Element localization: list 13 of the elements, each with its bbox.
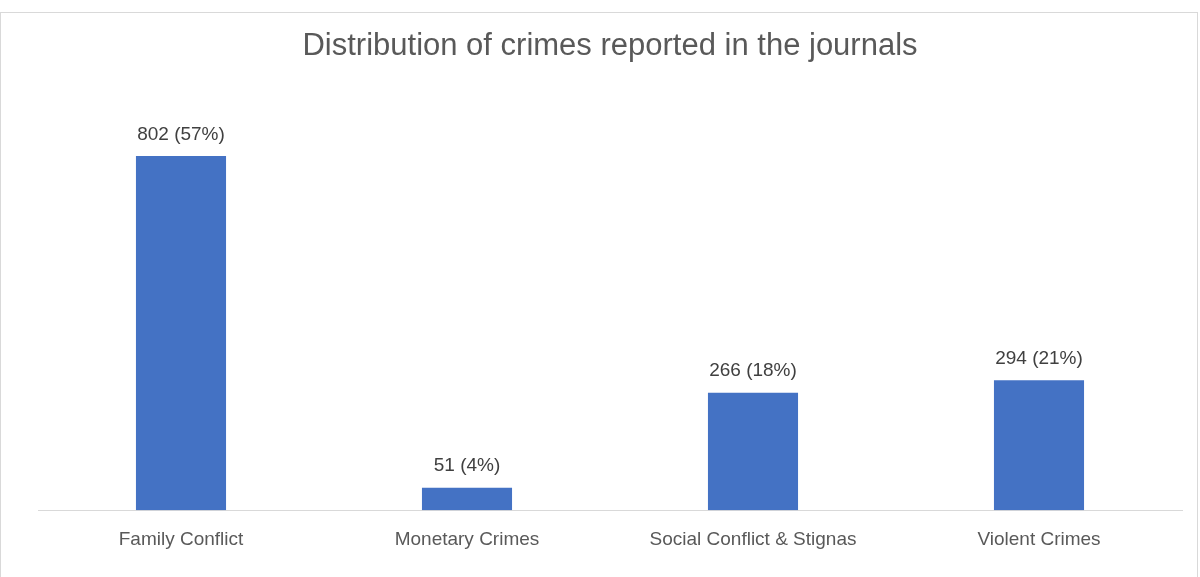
data-label: 51 (4%) xyxy=(433,454,501,476)
x-tick-label: Monetary Crimes xyxy=(394,527,540,549)
data-label: 266 (18%) xyxy=(709,359,797,381)
data-label: 294 (21%) xyxy=(995,347,1083,369)
chart-title: Distribution of crimes reported in the journals xyxy=(302,27,918,63)
x-tick-label: Social Conflict & Stignas xyxy=(649,527,857,549)
bar xyxy=(135,155,227,511)
data-label: 802 (57%) xyxy=(137,122,225,144)
bar xyxy=(707,392,799,511)
x-tick-label: Violent Crimes xyxy=(977,527,1101,549)
bar xyxy=(421,487,513,511)
bar xyxy=(993,380,1085,511)
x-tick-label: Family Conflict xyxy=(118,527,245,549)
